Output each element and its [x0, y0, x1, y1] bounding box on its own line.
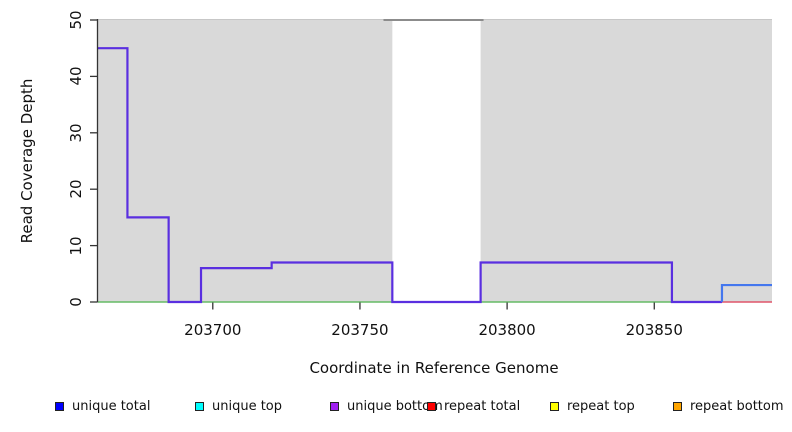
- x-tick-label: 203850: [625, 321, 683, 339]
- legend-label: unique bottom: [347, 398, 443, 414]
- y-tick-label: 30: [67, 123, 85, 143]
- legend-swatch-repeat-bottom: [673, 401, 682, 411]
- y-tick-label: 10: [67, 236, 85, 256]
- legend-swatch-unique-bottom: [330, 401, 339, 411]
- legend-swatch-repeat-total: [427, 401, 436, 411]
- legend-item-unique-top: unique top: [195, 398, 283, 414]
- legend-item-repeat-bottom: repeat bottom: [673, 398, 784, 414]
- legend-item-repeat-top: repeat top: [550, 398, 635, 414]
- series-unique-total-right-segment: [720, 283, 772, 302]
- x-tick-label: 203750: [331, 321, 389, 339]
- legend-swatch-unique-total: [55, 401, 64, 411]
- y-tick-label: 50: [67, 10, 85, 30]
- unique-region-right: [480, 19, 772, 302]
- legend-label: repeat bottom: [690, 398, 784, 414]
- x-axis-title: Coordinate in Reference Genome: [309, 359, 559, 377]
- legend-item-repeat-total: repeat total: [427, 398, 521, 414]
- legend-item-unique-total: unique total: [55, 398, 151, 414]
- x-tick-label: 203800: [478, 321, 536, 339]
- legend-swatch-repeat-top: [550, 401, 559, 411]
- legend-label: unique top: [212, 398, 283, 414]
- legend-label: unique total: [72, 398, 151, 414]
- y-tick-label: 20: [67, 179, 85, 199]
- x-tick-label: 203700: [184, 321, 242, 339]
- y-axis-title: Read Coverage Depth: [18, 78, 36, 244]
- legend-label: repeat total: [444, 398, 521, 414]
- legend-label: repeat top: [567, 398, 635, 414]
- y-tick-label: 0: [67, 297, 85, 307]
- legend-item-unique-bottom: unique bottom: [330, 398, 443, 414]
- series-unique-coverage-step: [98, 47, 722, 304]
- unique-region-left: [98, 19, 393, 302]
- y-tick-label: 40: [67, 66, 85, 86]
- legend-swatch-unique-top: [195, 401, 204, 411]
